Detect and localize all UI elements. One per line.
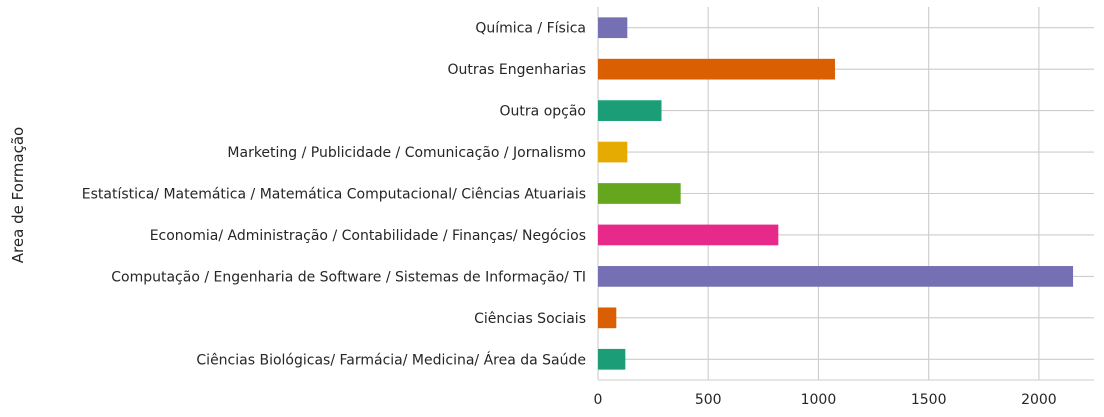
bar: [598, 58, 835, 80]
bar: [598, 17, 628, 39]
y-tick-label: Ciências Biológicas/ Farmácia/ Medicina/…: [196, 351, 586, 368]
x-tick-labels: 0 500 1000 1500 2000: [594, 392, 1057, 408]
y-tick-label: Computação / Engenharia de Software / Si…: [111, 269, 586, 285]
x-tick-label: 1000: [801, 392, 837, 408]
y-axis-title: Area de Formação: [9, 127, 27, 263]
bar: [598, 183, 681, 204]
y-tick-label: Outra opção: [500, 104, 586, 120]
y-tick-label: Estatística/ Matemática / Matemática Com…: [82, 187, 586, 203]
x-tick-label: 2000: [1021, 392, 1057, 408]
x-tick-label: 0: [594, 392, 603, 408]
bar: [598, 348, 626, 370]
y-tick-label: Outras Engenharias: [447, 62, 586, 78]
y-tick-labels: Química / Física Outras Engenharias Outra …: [82, 21, 586, 369]
bar: [598, 100, 662, 121]
bar: [598, 266, 1074, 287]
y-tick-label: Química / Física: [475, 21, 586, 37]
y-tick-label: Ciências Sociais: [474, 311, 586, 327]
bar: [598, 141, 628, 163]
y-tick-label: Economia/ Administração / Contabilidade …: [150, 228, 586, 244]
x-tick-label: 1500: [911, 392, 947, 408]
bars: [598, 17, 1074, 370]
bar: [598, 307, 617, 329]
x-tick-label: 500: [695, 392, 722, 408]
y-tick-label: Marketing / Publicidade / Comunicação / …: [227, 145, 586, 161]
bar: [598, 224, 779, 246]
